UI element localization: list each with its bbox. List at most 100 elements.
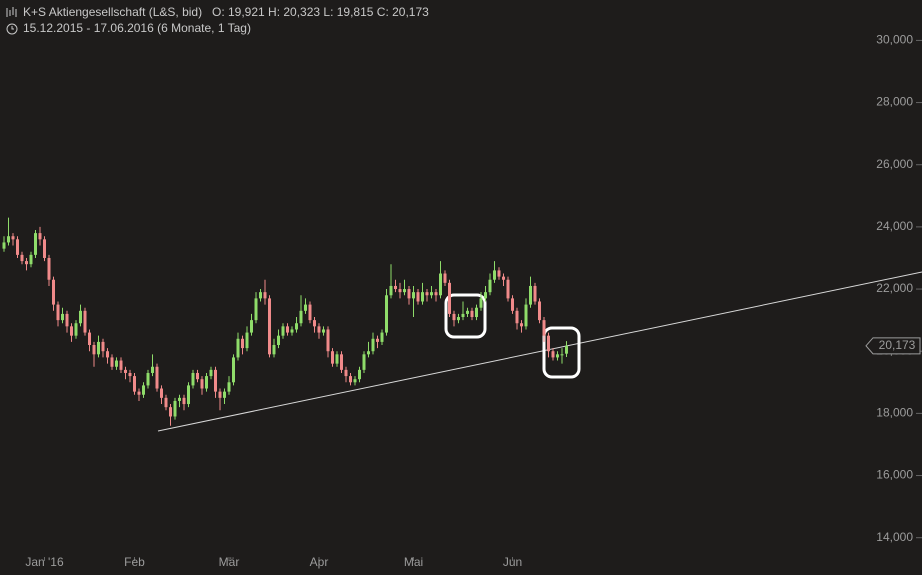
candle-body xyxy=(349,376,352,383)
candle-body xyxy=(556,354,559,358)
candle-body xyxy=(457,317,460,321)
candle-body xyxy=(376,338,379,342)
candle-body xyxy=(250,320,253,333)
candle-body xyxy=(128,372,132,377)
y-tick-label: 16,000 xyxy=(876,468,913,482)
candle-body xyxy=(281,326,285,336)
candle-body xyxy=(142,385,145,395)
candle-body xyxy=(340,354,343,370)
candle-body xyxy=(452,313,456,321)
candle-body xyxy=(191,372,195,386)
candle-body xyxy=(295,323,298,330)
candle-body xyxy=(236,338,240,358)
candle-body xyxy=(439,273,442,296)
candle-body xyxy=(443,273,447,283)
candle-body xyxy=(137,391,141,395)
candle-body xyxy=(88,332,91,345)
candle-body xyxy=(119,360,123,370)
candle-body xyxy=(209,369,213,377)
candle-body xyxy=(74,323,78,336)
candle-body xyxy=(425,292,429,296)
candle-body xyxy=(434,292,438,296)
candle-body xyxy=(317,326,321,333)
candle-body xyxy=(304,304,307,311)
x-tick-label: Mai xyxy=(404,555,423,569)
candle-body xyxy=(322,329,325,333)
candle-body xyxy=(155,366,159,389)
candle-body xyxy=(65,313,69,327)
candle-body xyxy=(488,279,492,293)
candle-body xyxy=(97,341,100,355)
highlight-box xyxy=(444,293,487,339)
candle-body xyxy=(506,279,510,299)
candle-body xyxy=(151,366,154,373)
candle-body xyxy=(331,351,334,364)
candle-body xyxy=(268,298,271,355)
y-tick-label: 26,000 xyxy=(876,157,913,171)
candle-body xyxy=(461,313,465,318)
candle-body xyxy=(47,257,51,280)
chart-subtitle: 15.12.2015 - 17.06.2016 (6 Monate, 1 Tag… xyxy=(23,21,251,35)
candle-body xyxy=(133,376,136,392)
candle-body xyxy=(547,335,550,352)
candle-body xyxy=(164,397,168,408)
candle-body xyxy=(79,310,82,324)
candle-body xyxy=(290,329,294,333)
candle-body xyxy=(371,338,375,352)
candle-body xyxy=(353,379,357,383)
candle-body xyxy=(124,369,127,373)
candle-body xyxy=(412,292,415,299)
candle-body xyxy=(394,285,397,290)
candle-body xyxy=(169,407,172,417)
candle-body xyxy=(263,292,267,299)
candle-body xyxy=(398,289,402,293)
candle-body xyxy=(20,254,24,262)
candle-body xyxy=(529,285,532,305)
candle-body xyxy=(110,357,114,367)
candle-body xyxy=(70,326,73,336)
price-tag: 20,173 xyxy=(879,338,916,352)
candle-body xyxy=(344,369,348,377)
candle-body xyxy=(430,292,433,296)
y-tick-label: 24,000 xyxy=(876,219,913,233)
candle-body xyxy=(160,388,163,398)
candle-body xyxy=(358,369,361,380)
candle-body xyxy=(56,304,60,321)
candle-body xyxy=(173,400,177,417)
candle-body xyxy=(200,379,204,389)
candle-body xyxy=(479,298,483,308)
candle-body xyxy=(362,354,366,370)
candle-body xyxy=(106,351,109,358)
y-tick-label: 18,000 xyxy=(876,406,913,420)
ohlc-summary: O: 19,921 H: 20,323 L: 19,815 C: 20,173 xyxy=(212,5,429,19)
candle-body xyxy=(524,304,528,327)
candle-body xyxy=(101,341,105,352)
candle-body xyxy=(223,391,226,398)
candle-body xyxy=(551,351,555,358)
clock-hands xyxy=(11,26,14,30)
candle-body xyxy=(493,270,496,280)
candle-body xyxy=(403,289,406,293)
price-tag-box xyxy=(865,337,921,355)
candle-body xyxy=(308,304,312,321)
candle-body xyxy=(2,242,6,249)
y-tick-label: 14,000 xyxy=(876,530,913,544)
x-tick-label: Jun xyxy=(503,555,522,569)
candle-body xyxy=(259,292,262,299)
candle-body xyxy=(335,354,339,364)
candle-body xyxy=(11,236,15,240)
candle-body xyxy=(43,239,46,258)
chart-title: K+S Aktiengesellschaft (L&S, bid) xyxy=(23,5,202,19)
x-tick-label: Feb xyxy=(124,555,145,569)
candle-body xyxy=(7,236,10,243)
candle-body xyxy=(92,345,96,355)
highlight-box xyxy=(542,326,581,379)
y-tick-label: 28,000 xyxy=(876,95,913,109)
header-icon xyxy=(6,7,17,17)
candle-body xyxy=(182,397,186,405)
candle-body xyxy=(533,285,537,302)
candle-body xyxy=(286,326,289,333)
candle-body xyxy=(416,292,420,302)
